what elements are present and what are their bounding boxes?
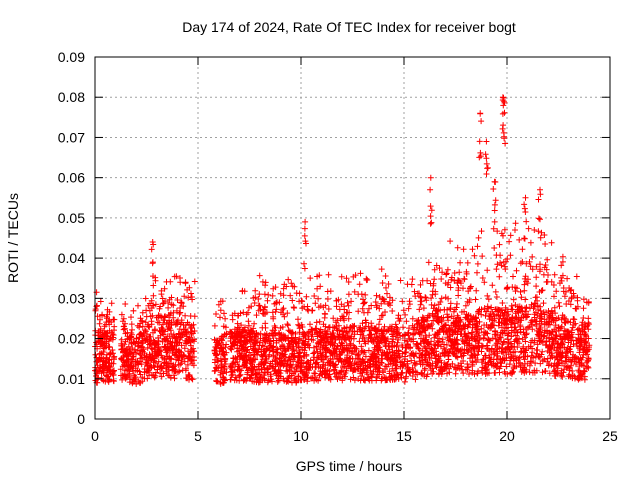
y-axis-label: ROTI / TECUs <box>5 193 21 283</box>
x-tick-label: 25 <box>602 428 618 444</box>
x-tick-label: 0 <box>91 428 99 444</box>
plot-frame <box>94 56 611 420</box>
y-tick-label: 0.04 <box>58 250 85 266</box>
y-tick-label: 0.01 <box>58 371 85 387</box>
x-axis-label: GPS time / hours <box>296 458 403 474</box>
axis-ticks: 0 0.01 0.02 0.03 0.04 0.05 0.06 0.07 0.08 0.09 0 5 1… <box>58 49 618 444</box>
y-tick-label: 0.06 <box>58 170 85 186</box>
y-tick-label: 0.09 <box>58 49 85 65</box>
x-tick-label: 5 <box>194 428 202 444</box>
y-tick-label: 0.07 <box>58 129 85 145</box>
y-tick-label: 0.03 <box>58 290 85 306</box>
x-tick-label: 10 <box>293 428 309 444</box>
y-tick-label: 0.02 <box>58 331 85 347</box>
y-tick-label: 0.08 <box>58 89 85 105</box>
y-tick-label: 0 <box>77 411 85 427</box>
x-tick-label: 20 <box>499 428 515 444</box>
roti-series-markers <box>92 94 593 387</box>
x-tick-label: 15 <box>396 428 412 444</box>
y-tick-label: 0.05 <box>58 210 85 226</box>
data-points <box>92 94 593 387</box>
chart-title: Day 174 of 2024, Rate Of TEC Index for r… <box>182 19 516 35</box>
